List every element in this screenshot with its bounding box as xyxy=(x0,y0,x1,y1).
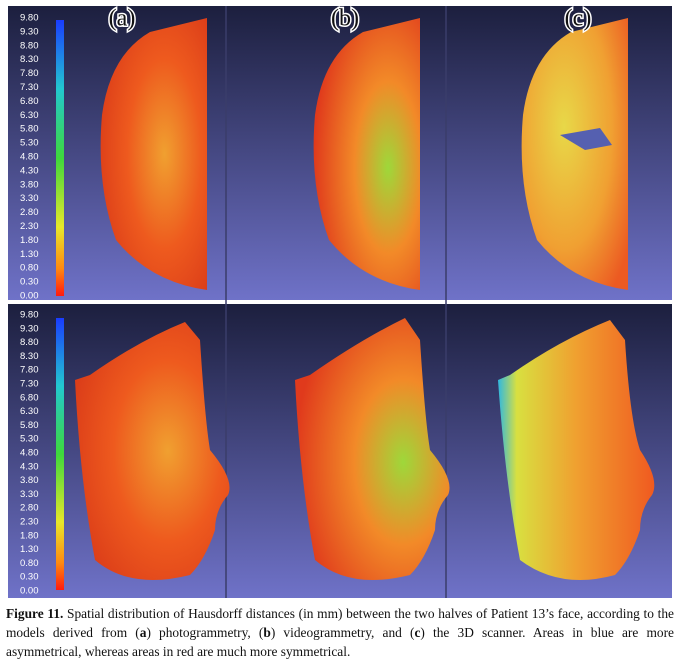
caption-text: ) photogrammetry, ( xyxy=(146,625,264,640)
scale-label: 6.30 xyxy=(20,110,39,121)
scale-label: 8.30 xyxy=(20,54,39,65)
scale-label: 4.80 xyxy=(20,152,39,163)
scale-label: 8.80 xyxy=(20,40,39,51)
caption-text: ) the 3D scanner. Areas in blue are more… xyxy=(6,625,674,659)
scale-label: 0.80 xyxy=(20,263,39,274)
scale-label: 0.80 xyxy=(20,558,39,569)
caption: Figure 11. Spatial distribution of Hausd… xyxy=(6,604,674,661)
face-model xyxy=(295,318,450,580)
scale-label: 0.00 xyxy=(20,586,39,597)
gap-patch xyxy=(560,128,612,150)
caption-text: Spatial distribution of Hausdorff distan… xyxy=(6,606,674,640)
scale-label: 4.30 xyxy=(20,165,39,176)
face-model xyxy=(498,320,655,580)
scale-label: 7.80 xyxy=(20,365,39,376)
scale-label: 3.80 xyxy=(20,179,39,190)
scale-label: 2.80 xyxy=(20,503,39,514)
face-model xyxy=(100,18,207,290)
scale-label: 6.80 xyxy=(20,96,39,107)
scale-label: 1.30 xyxy=(20,544,39,555)
scale-label: 8.30 xyxy=(20,351,39,362)
scale-label: 9.80 xyxy=(20,310,39,321)
face-model xyxy=(313,18,420,290)
scale-label: 5.80 xyxy=(20,124,39,135)
scale-label: 5.30 xyxy=(20,434,39,445)
panel-label: (b) xyxy=(331,6,359,32)
scale-label: 0.30 xyxy=(20,572,39,583)
caption-text: ) videogrammetry, and ( xyxy=(270,625,415,640)
scale-label: 4.80 xyxy=(20,448,39,459)
scale-label: 6.30 xyxy=(20,406,39,417)
caption-text: b xyxy=(263,625,271,640)
caption-text: c xyxy=(414,625,421,640)
colorbar xyxy=(56,318,64,590)
caption-label: Figure 11. xyxy=(6,606,64,621)
scale-labels: 9.80 9.30 8.80 8.30 7.80 7.30 6.80 6.30 5.80 5.30… xyxy=(20,13,39,597)
panel-label: (a) xyxy=(109,6,136,32)
scale-label: 3.30 xyxy=(20,489,39,500)
scale-label: 2.80 xyxy=(20,207,39,218)
scale-label: 3.80 xyxy=(20,475,39,486)
figure: (a) (b) (c) 9.80 9.30 8.80 8.30 7.80 7.30 6.80… xyxy=(8,4,672,598)
scale-label: 6.80 xyxy=(20,392,39,403)
face-model xyxy=(75,322,230,580)
panel-label: (c) xyxy=(565,6,592,32)
scale-label: 3.30 xyxy=(20,193,39,204)
scale-label: 0.00 xyxy=(20,291,39,302)
scale-label: 7.30 xyxy=(20,379,39,390)
scale-label: 7.80 xyxy=(20,68,39,79)
scale-label: 5.30 xyxy=(20,138,39,149)
scale-label: 5.80 xyxy=(20,420,39,431)
scale-label: 9.30 xyxy=(20,323,39,334)
scale-label: 2.30 xyxy=(20,221,39,232)
scale-label: 1.30 xyxy=(20,249,39,260)
scale-label: 2.30 xyxy=(20,517,39,528)
caption-text: a xyxy=(139,625,147,640)
colorbar xyxy=(56,20,64,296)
scale-label: 0.30 xyxy=(20,277,39,288)
scale-label: 1.80 xyxy=(20,235,39,246)
face-model xyxy=(521,18,628,290)
scale-label: 7.30 xyxy=(20,82,39,93)
scale-label: 4.30 xyxy=(20,461,39,472)
scale-label: 9.80 xyxy=(20,13,39,24)
scale-label: 1.80 xyxy=(20,530,39,541)
scale-label: 9.30 xyxy=(20,26,39,37)
scale-label: 8.80 xyxy=(20,337,39,348)
